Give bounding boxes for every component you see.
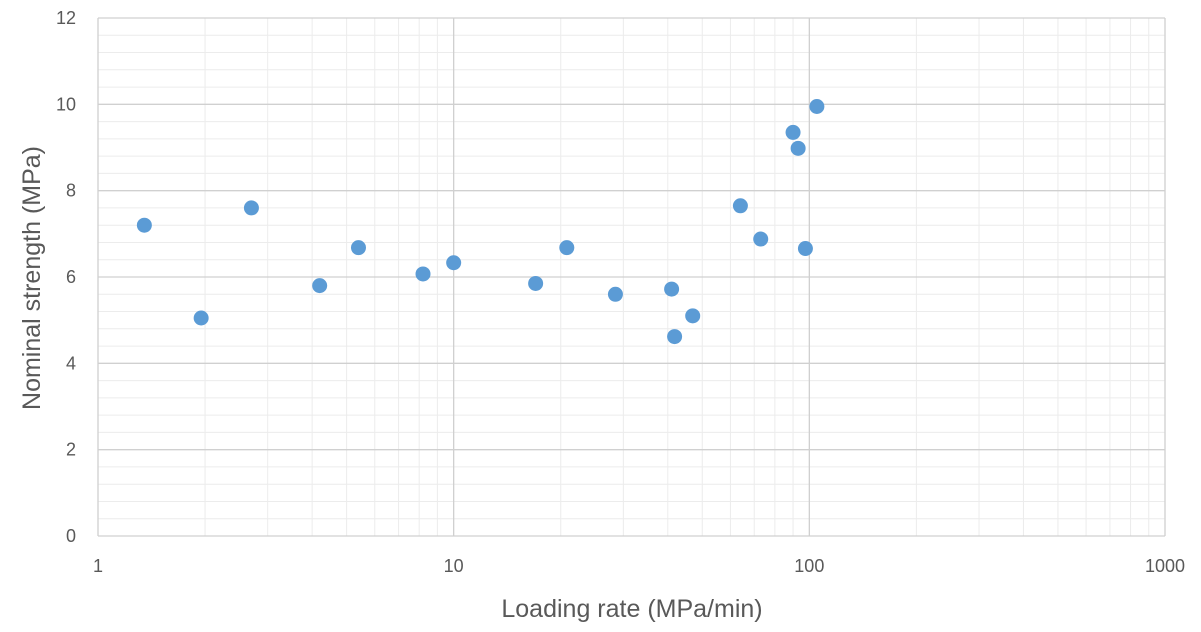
data-point (785, 124, 801, 140)
data-point (685, 308, 701, 324)
x-tick-labels: 1 10 100 1000 (93, 556, 1185, 576)
y-tick-label: 4 (66, 353, 76, 373)
data-point (136, 217, 152, 233)
y-tick-labels: 0 2 4 6 8 10 12 (56, 8, 76, 546)
y-tick-label: 0 (66, 526, 76, 546)
data-point (350, 240, 366, 256)
data-point (732, 198, 748, 214)
data-point (312, 278, 328, 294)
x-tick-label: 1 (93, 556, 103, 576)
data-point (415, 266, 431, 282)
data-point (446, 255, 462, 271)
data-point (243, 200, 259, 216)
data-point (528, 275, 544, 291)
x-tick-label: 1000 (1145, 556, 1185, 576)
data-points (136, 98, 825, 345)
y-tick-label: 6 (66, 267, 76, 287)
data-point (753, 231, 769, 247)
y-tick-label: 10 (56, 94, 76, 114)
x-tick-label: 10 (444, 556, 464, 576)
grid-lines (97, 17, 1166, 537)
data-point (790, 140, 806, 156)
data-point (809, 98, 825, 114)
x-tick-label: 100 (794, 556, 824, 576)
y-axis-title: Nominal strength (MPa) (18, 146, 46, 410)
data-point (607, 286, 623, 302)
y-tick-label: 8 (66, 181, 76, 201)
x-axis-title: Loading rate (MPa/min) (501, 595, 762, 623)
data-point (667, 329, 683, 345)
data-point (664, 281, 680, 297)
y-tick-label: 12 (56, 8, 76, 28)
data-point (193, 310, 209, 326)
y-tick-label: 2 (66, 440, 76, 460)
data-point (797, 241, 813, 257)
data-point (559, 240, 575, 256)
